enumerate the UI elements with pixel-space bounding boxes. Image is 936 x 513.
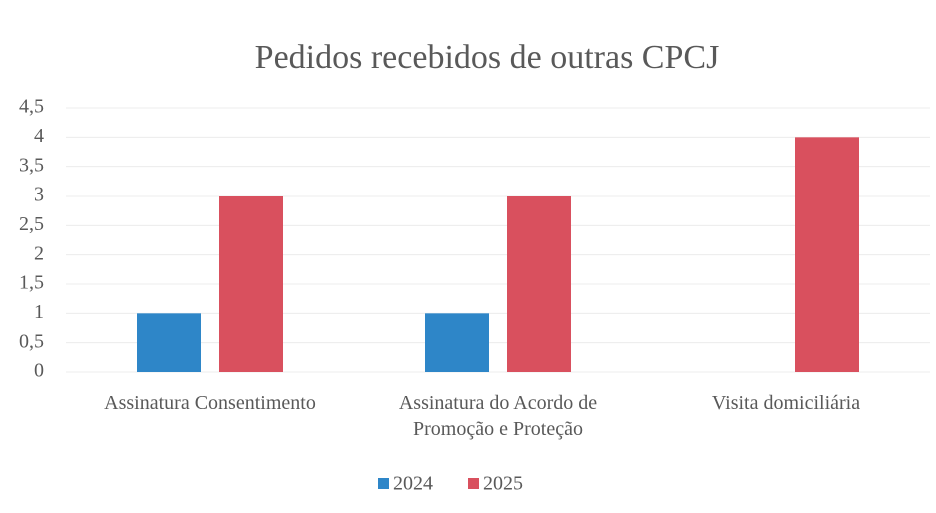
chart-title: Pedidos recebidos de outras CPCJ: [255, 39, 720, 76]
y-tick-label: 3: [34, 184, 44, 206]
y-tick-label: 4: [34, 125, 44, 147]
y-tick-label: 0,5: [19, 330, 44, 352]
y-tick-label: 2,5: [19, 213, 44, 235]
bar: [507, 196, 571, 372]
y-tick-label: 1: [34, 301, 44, 323]
x-tick-label: Assinatura do Acordo de Promoção e Prote…: [398, 392, 598, 440]
legend-label: 2025: [483, 473, 523, 495]
y-tick-label: 3,5: [19, 154, 44, 176]
bar: [795, 137, 859, 372]
bar: [137, 313, 201, 372]
bar: [425, 313, 489, 372]
y-tick-label: 2: [34, 242, 44, 264]
y-tick-label: 4,5: [19, 96, 44, 118]
y-tick-label: 1,5: [19, 272, 44, 294]
bar: [219, 196, 283, 372]
legend-swatch: [378, 478, 389, 489]
legend-label: 2024: [393, 473, 433, 495]
x-tick-label: Visita domiciliária: [711, 392, 861, 414]
y-tick-label: 0: [34, 360, 44, 382]
x-tick-label: Assinatura Consentimento: [104, 392, 316, 414]
legend-swatch: [468, 478, 479, 489]
